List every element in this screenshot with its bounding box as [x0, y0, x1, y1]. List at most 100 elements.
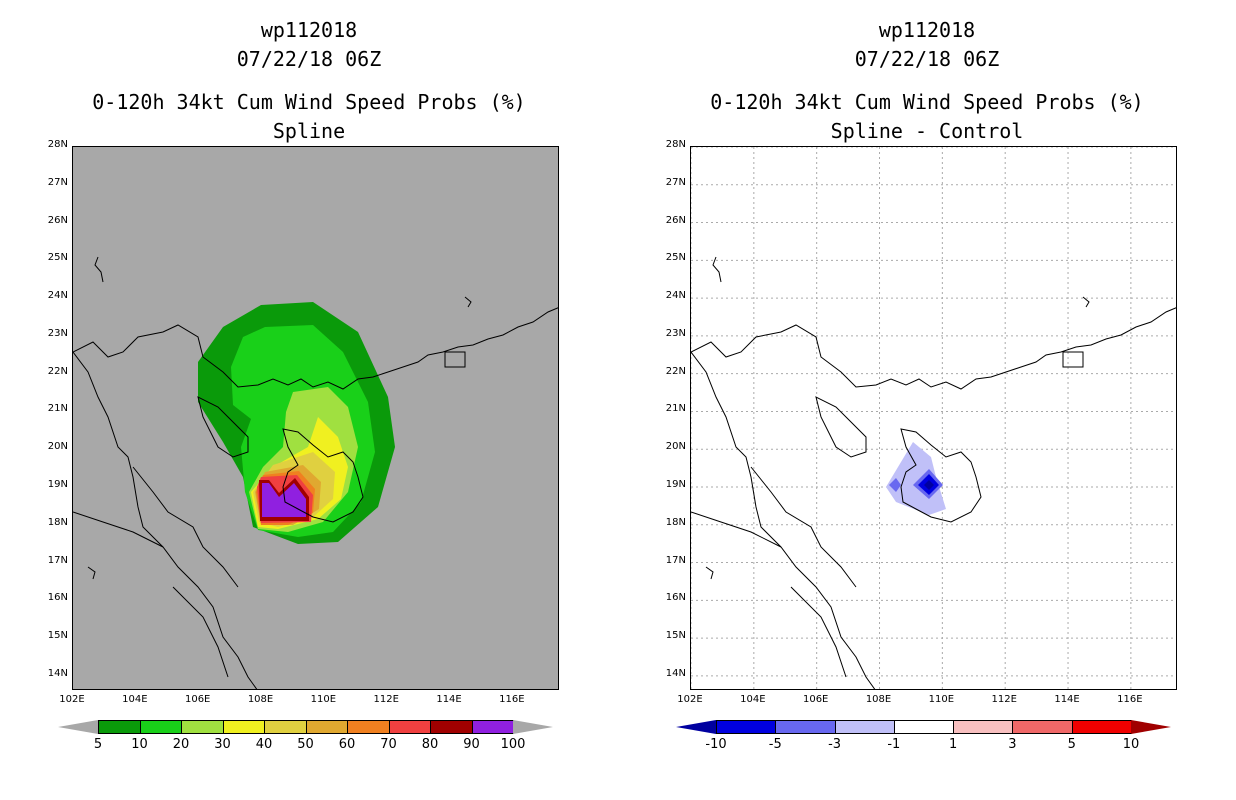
colorbar-segment: [430, 720, 473, 734]
right-lat-label: 20N: [665, 441, 686, 453]
colorbar-segment: [98, 720, 141, 734]
right-lat-label: 25N: [665, 252, 686, 264]
colorbar-label: -3: [828, 737, 842, 752]
colorbar-label: 40: [255, 737, 273, 752]
coastline-and-borders: [691, 256, 1176, 689]
left-lat-label: 19N: [47, 479, 68, 490]
coastline-and-borders: [73, 256, 558, 689]
colorbar-label: 5: [93, 737, 103, 752]
right-product-title: 0-120h 34kt Cum Wind Speed Probs (%): [710, 90, 1144, 114]
colorbar-segment: [471, 720, 514, 734]
right-lon-label: 114E: [1054, 694, 1080, 705]
left-lat-label: 24N: [47, 290, 68, 302]
left-lat-label: 23N: [47, 327, 68, 339]
right-lon-label: 104E: [740, 694, 766, 705]
right-lat-label: 24N: [665, 290, 686, 302]
colorbar-label: 60: [338, 737, 356, 752]
colorbar-label: -10: [705, 737, 727, 752]
left-lat-label: 18N: [47, 516, 68, 528]
right-colorbar: [676, 720, 1171, 734]
left-map-svg: [73, 147, 558, 689]
colorbar-segment: [1012, 720, 1073, 734]
colorbar-label: 5: [1067, 737, 1076, 752]
right-lon-label: 116E: [1117, 694, 1143, 705]
colorbar-label: 70: [380, 737, 397, 752]
right-lat-label: 16N: [665, 592, 686, 604]
diff-minus10-region: [924, 480, 934, 490]
colorbar-segment: [834, 720, 895, 734]
right-subtitle: Spline - Control: [830, 119, 1024, 143]
left-product-title: 0-120h 34kt Cum Wind Speed Probs (%): [92, 90, 526, 114]
right-map: [690, 146, 1177, 690]
left-lon-label: 102E: [59, 694, 85, 705]
left-lat-label: 17N: [47, 554, 68, 566]
left-lon-label: 116E: [499, 694, 525, 705]
colorbar-label: 100: [500, 737, 526, 752]
colorbar-label: 3: [1008, 737, 1017, 752]
colorbar-segment: [222, 720, 265, 734]
left-datetime: 07/22/18 06Z: [236, 47, 382, 71]
colorbar-segment: [775, 720, 836, 734]
colorbar-over-arrow: [1131, 720, 1171, 734]
right-lon-label: 102E: [677, 694, 703, 705]
colorbar-label: 80: [421, 737, 439, 752]
right-lon-label: 108E: [865, 694, 892, 705]
right-lat-label: 18N: [665, 516, 686, 528]
left-map: [72, 146, 559, 690]
colorbar-label: -5: [768, 737, 782, 752]
colorbar-label: 30: [214, 737, 231, 752]
left-lat-label: 21N: [47, 403, 68, 415]
colorbar-segment: [305, 720, 348, 734]
colorbar-label: 50: [297, 737, 314, 752]
left-lon-label: 110E: [310, 694, 337, 705]
left-lat-label: 14N: [47, 667, 68, 679]
right-storm-id: wp112018: [878, 18, 976, 42]
colorbar-label: 90: [463, 737, 480, 752]
right-lon-label: 106E: [802, 694, 829, 705]
map-background: [691, 147, 1176, 689]
colorbar-label: 1: [949, 737, 958, 752]
left-lon-label: 112E: [373, 694, 399, 705]
right-lat-label: 27N: [665, 176, 686, 188]
colorbar-segment: [893, 720, 955, 734]
left-lat-label: 27N: [47, 176, 68, 188]
right-lat-label: 15N: [665, 630, 686, 642]
left-lat-label: 20N: [47, 441, 68, 453]
colorbar-under-arrow: [58, 720, 98, 734]
left-lat-label: 15N: [47, 630, 68, 642]
right-lat-label: 23N: [665, 327, 686, 339]
right-lat-label: 26N: [665, 214, 686, 226]
left-storm-id: wp112018: [260, 18, 358, 42]
left-lon-label: 108E: [247, 694, 274, 705]
diff-minus3-region-small: [889, 478, 901, 492]
colorbar-segment: [1071, 720, 1132, 734]
colorbar-segment: [716, 720, 777, 734]
left-subtitle: Spline: [272, 119, 346, 143]
colorbar-label: 10: [1122, 737, 1140, 752]
right-lon-label: 110E: [928, 694, 955, 705]
left-lat-label: 16N: [47, 592, 68, 604]
right-lat-label: 28N: [665, 139, 686, 150]
left-lat-label: 26N: [47, 214, 68, 226]
right-lat-label: 19N: [665, 479, 686, 490]
colorbar-segment: [347, 720, 390, 734]
right-lat-label: 21N: [665, 403, 686, 415]
colorbar-label: -1: [887, 737, 901, 752]
colorbar-over-arrow: [513, 720, 553, 734]
prob-100-region: [262, 483, 306, 517]
right-datetime: 07/22/18 06Z: [854, 47, 1000, 71]
colorbar-label: 20: [172, 737, 190, 752]
right-lat-label: 14N: [665, 667, 686, 679]
left-lon-label: 114E: [436, 694, 462, 705]
left-lon-label: 104E: [122, 694, 148, 705]
left-lat-label: 22N: [47, 365, 68, 377]
right-lon-label: 112E: [991, 694, 1017, 705]
colorbar-segment: [264, 720, 307, 734]
right-map-svg: [691, 147, 1176, 689]
left-lat-label: 28N: [47, 139, 68, 150]
left-lat-label: 25N: [47, 252, 68, 264]
left-colorbar: [58, 720, 553, 734]
colorbar-segment: [388, 720, 431, 734]
right-lat-label: 17N: [665, 554, 686, 566]
colorbar-under-arrow: [676, 720, 716, 734]
